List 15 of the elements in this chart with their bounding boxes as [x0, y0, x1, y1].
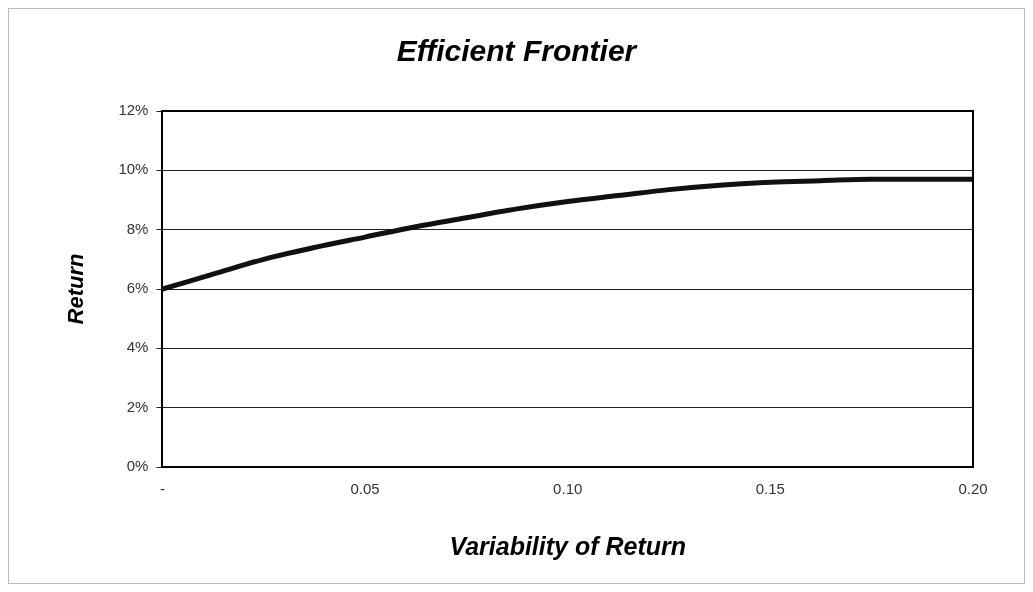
y-tick-label: 10% [118, 160, 149, 178]
y-tick-label: 12% [118, 101, 149, 119]
y-tick-label: 4% [126, 338, 149, 356]
y-tick-label: 6% [126, 279, 149, 297]
x-tick-label: 0.05 [350, 480, 380, 498]
x-axis-title: Variability of Return [449, 531, 687, 560]
chart-title: Efficient Frontier [396, 34, 639, 68]
y-tick-label: 0% [126, 457, 149, 475]
x-tick-label: 0.20 [958, 480, 988, 498]
x-tick-label: 0.15 [755, 480, 785, 498]
y-axis-title: Return [63, 253, 89, 325]
y-tick-label: 8% [126, 219, 149, 237]
x-tick-label: - [159, 480, 165, 498]
x-tick-label: 0.10 [553, 480, 583, 498]
y-tick-label: 2% [126, 397, 149, 415]
